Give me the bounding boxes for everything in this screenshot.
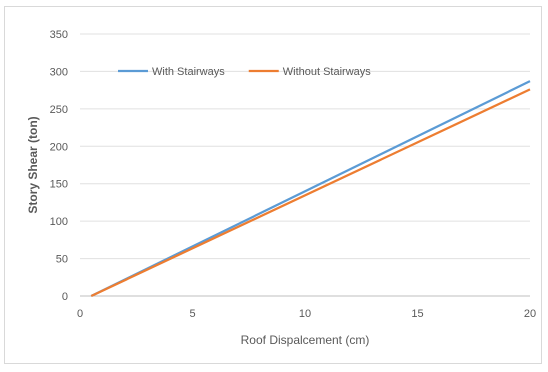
- y-tick-label: 150: [50, 179, 68, 191]
- x-tick-label: 20: [524, 308, 536, 320]
- grid-layer: [80, 33, 530, 297]
- y-axis-title: Story Shear (ton): [26, 116, 40, 213]
- y-tick-label: 200: [50, 141, 68, 153]
- series-layer: [90, 80, 531, 298]
- legend-label-without-stairways: Without Stairways: [283, 66, 372, 78]
- chart-frame: [4, 6, 542, 364]
- legend-label-with-stairways: With Stairways: [152, 66, 225, 78]
- series-line-with-stairways: [90, 80, 531, 298]
- y-tick-label: 250: [50, 104, 68, 116]
- axis-layer: 0 50 100 150 200 250 300 350 0 5 10 15 20: [50, 29, 536, 320]
- y-tick-label: 350: [50, 29, 68, 41]
- x-tick-label: 15: [411, 308, 423, 320]
- y-tick-label: 100: [50, 216, 68, 228]
- x-axis-title: Roof Dispalcement (cm): [241, 333, 370, 347]
- y-tick-label: 50: [56, 254, 68, 266]
- y-tick-label: 0: [62, 291, 68, 303]
- x-tick-label: 0: [77, 308, 83, 320]
- y-tick-label: 300: [50, 66, 68, 78]
- series-line-without-stairways: [90, 88, 531, 298]
- x-tick-label: 10: [299, 308, 311, 320]
- legend: With Stairways Without Stairways: [118, 66, 371, 78]
- x-tick-label: 5: [189, 308, 195, 320]
